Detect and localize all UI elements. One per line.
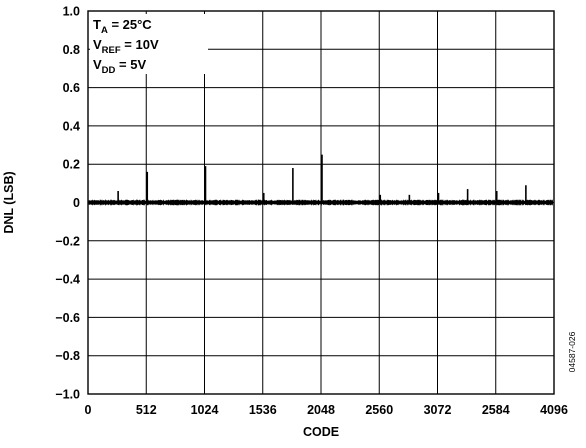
- y-tick-label: −1.0: [55, 388, 80, 402]
- dnl-noise-band: [88, 199, 553, 206]
- figure-id: 04587-026: [567, 331, 577, 372]
- y-tick-label: 0.6: [63, 81, 80, 95]
- annotation-temperature: TA = 25°C: [93, 17, 152, 36]
- x-tick-labels: 0 512 1024 1536 2048 2560 3072 2584 4096: [85, 403, 568, 417]
- x-tick-label: 4096: [540, 403, 568, 417]
- y-tick-label: 0: [73, 196, 80, 210]
- annotation-box: [90, 14, 208, 74]
- x-tick-label: 2560: [365, 403, 393, 417]
- y-tick-label: 0.4: [63, 119, 80, 133]
- y-tick-label: 1.0: [63, 5, 80, 19]
- y-tick-label: −0.6: [55, 311, 80, 325]
- x-tick-label: 1024: [191, 403, 219, 417]
- annotation-vref: VREF = 10V: [93, 37, 159, 56]
- y-tick-label: −0.4: [55, 273, 80, 287]
- x-tick-label: 2048: [307, 403, 335, 417]
- y-tick-label: 0.8: [63, 43, 80, 57]
- y-tick-labels: 1.0 0.8 0.6 0.4 0.2 0 −0.2 −0.4 −0.6 −0.8 −1.0: [55, 5, 80, 402]
- dnl-trace-core: [89, 201, 553, 204]
- x-tick-label: 512: [136, 403, 157, 417]
- plot-frame: [87, 10, 555, 395]
- annotation-vdd: VDD = 5V: [93, 57, 146, 76]
- y-tick-label: 0.2: [63, 158, 80, 172]
- y-tick-label: −0.8: [55, 349, 80, 363]
- y-axis-title: DNL (LSB): [2, 171, 16, 233]
- dnl-spikes: [117, 154, 527, 203]
- x-tick-label: 0: [85, 403, 92, 417]
- x-axis-title: CODE: [303, 425, 339, 439]
- x-tick-label: 3072: [424, 403, 452, 417]
- y-tick-label: −0.2: [55, 234, 80, 248]
- x-tick-label: 2584: [482, 403, 510, 417]
- x-tick-label: 1536: [249, 403, 277, 417]
